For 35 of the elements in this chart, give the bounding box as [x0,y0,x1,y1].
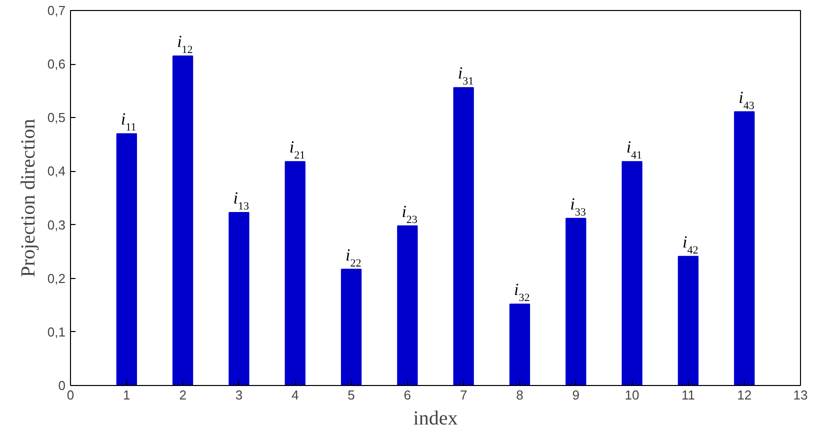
bar [340,268,362,386]
x-tick-label: 10 [624,388,640,402]
bar [509,304,530,386]
x-tick-label: 4 [292,388,299,402]
bar [172,56,194,386]
bar [284,161,306,386]
bar [453,87,474,386]
x-tick-label: 13 [793,388,808,402]
bar [734,111,755,386]
x-tick-label: 6 [404,388,412,402]
y-tick-label: 0,5 [47,110,66,126]
x-tick-label: 11 [681,388,695,402]
y-axis-title: Projection direction [17,118,40,278]
y-tick-label: 0,2 [47,270,66,286]
bar [566,218,586,386]
bar [397,225,418,386]
bar [228,212,250,386]
y-tick-label: 0,7 [47,3,66,18]
x-tick-label: 3 [235,388,243,402]
bar [678,256,699,386]
x-tick-label: 8 [516,388,524,402]
x-tick-label: 5 [348,388,355,402]
y-tick-label: 0 [58,378,66,393]
bar [116,133,137,386]
y-tick-label: 0,4 [47,164,66,179]
x-tick-label: 2 [179,388,186,402]
x-tick-label: 7 [460,388,468,402]
x-tick-label: 12 [737,388,752,402]
y-tick-label: 0,3 [47,217,66,232]
x-tick-label: 1 [123,388,130,402]
y-tick-label: 0,6 [47,56,66,72]
bar [622,161,642,386]
x-tick-label: 9 [572,388,580,402]
x-axis-title: index [413,408,458,430]
y-tick-label: 0,1 [47,324,66,340]
